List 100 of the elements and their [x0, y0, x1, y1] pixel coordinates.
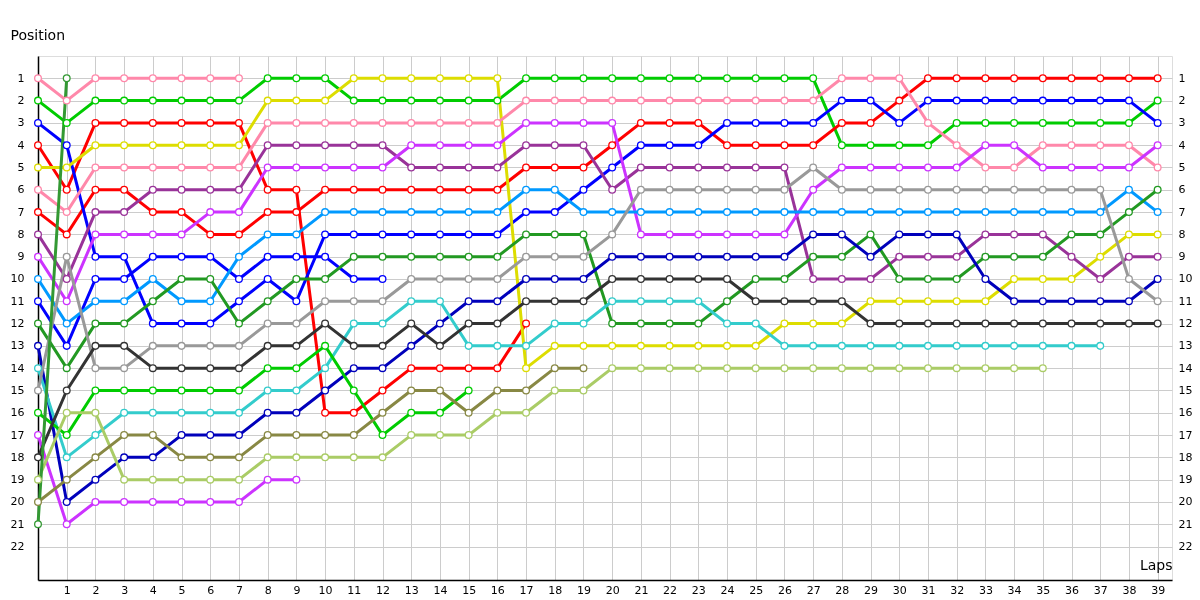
point [1153, 96, 1162, 105]
x-tick-label: 4 [149, 583, 157, 597]
point [1010, 208, 1019, 217]
point [321, 341, 330, 350]
point [148, 341, 157, 350]
x-tick-label: 6 [207, 583, 215, 597]
point [1067, 341, 1076, 350]
point [809, 208, 818, 217]
point [493, 208, 502, 217]
point [665, 185, 674, 194]
point [636, 208, 645, 217]
point [34, 141, 42, 150]
point [120, 408, 129, 417]
point [464, 364, 473, 373]
point [234, 274, 243, 283]
point [1124, 230, 1133, 239]
point [952, 163, 961, 172]
point [206, 185, 215, 194]
y2-tick-label: 11 [1178, 294, 1193, 308]
point [349, 252, 358, 261]
point [780, 118, 789, 127]
point [34, 497, 42, 506]
point [206, 208, 215, 217]
point [263, 297, 272, 306]
point [206, 141, 215, 150]
y2-tick-label: 12 [1178, 317, 1193, 331]
point [493, 163, 502, 172]
point [1096, 163, 1105, 172]
point [234, 163, 243, 172]
point [91, 364, 100, 373]
x-tick-label: 25 [749, 583, 764, 597]
point [665, 74, 674, 83]
point [148, 297, 157, 306]
point [952, 118, 961, 127]
point [407, 364, 416, 373]
point [148, 96, 157, 105]
x-tick-label: 36 [1065, 583, 1080, 597]
point [522, 74, 531, 83]
point [636, 230, 645, 239]
point [522, 297, 531, 306]
point [809, 74, 818, 83]
point [493, 118, 502, 127]
y2-tick-label: 9 [1178, 250, 1186, 264]
point [1067, 274, 1076, 283]
point [579, 96, 588, 105]
point [263, 252, 272, 261]
point [522, 364, 531, 373]
point [177, 252, 186, 261]
x-tick-label: 13 [404, 583, 419, 597]
point [981, 364, 990, 373]
point [923, 74, 932, 83]
point [723, 185, 732, 194]
point [493, 319, 502, 328]
point [464, 341, 473, 350]
point [206, 230, 215, 239]
point [148, 208, 157, 217]
point [177, 141, 186, 150]
point [837, 341, 846, 350]
point [378, 185, 387, 194]
point [321, 96, 330, 105]
point [723, 118, 732, 127]
point [263, 319, 272, 328]
point [148, 453, 157, 462]
y2-tick-label: 15 [1178, 383, 1193, 397]
point [378, 408, 387, 417]
point [1067, 185, 1076, 194]
point [952, 297, 961, 306]
point [522, 96, 531, 105]
point [981, 163, 990, 172]
point [321, 431, 330, 440]
point [120, 341, 129, 350]
point [981, 74, 990, 83]
point [234, 319, 243, 328]
point [234, 475, 243, 484]
point [522, 230, 531, 239]
point [895, 341, 904, 350]
point [550, 208, 559, 217]
point [234, 230, 243, 239]
point [895, 96, 904, 105]
point [120, 497, 129, 506]
point [464, 141, 473, 150]
point [62, 475, 71, 484]
point [895, 230, 904, 239]
point [177, 74, 186, 83]
point [1038, 141, 1047, 150]
point [608, 274, 617, 283]
point [866, 364, 875, 373]
point [292, 453, 301, 462]
point [464, 386, 473, 395]
x-tick-label: 27 [806, 583, 821, 597]
point [579, 118, 588, 127]
point [91, 297, 100, 306]
point [1067, 118, 1076, 127]
point [34, 96, 42, 105]
point [234, 185, 243, 194]
point [435, 141, 444, 150]
y2-tick-label: 18 [1178, 450, 1193, 464]
point [550, 386, 559, 395]
point [723, 274, 732, 283]
point [120, 118, 129, 127]
